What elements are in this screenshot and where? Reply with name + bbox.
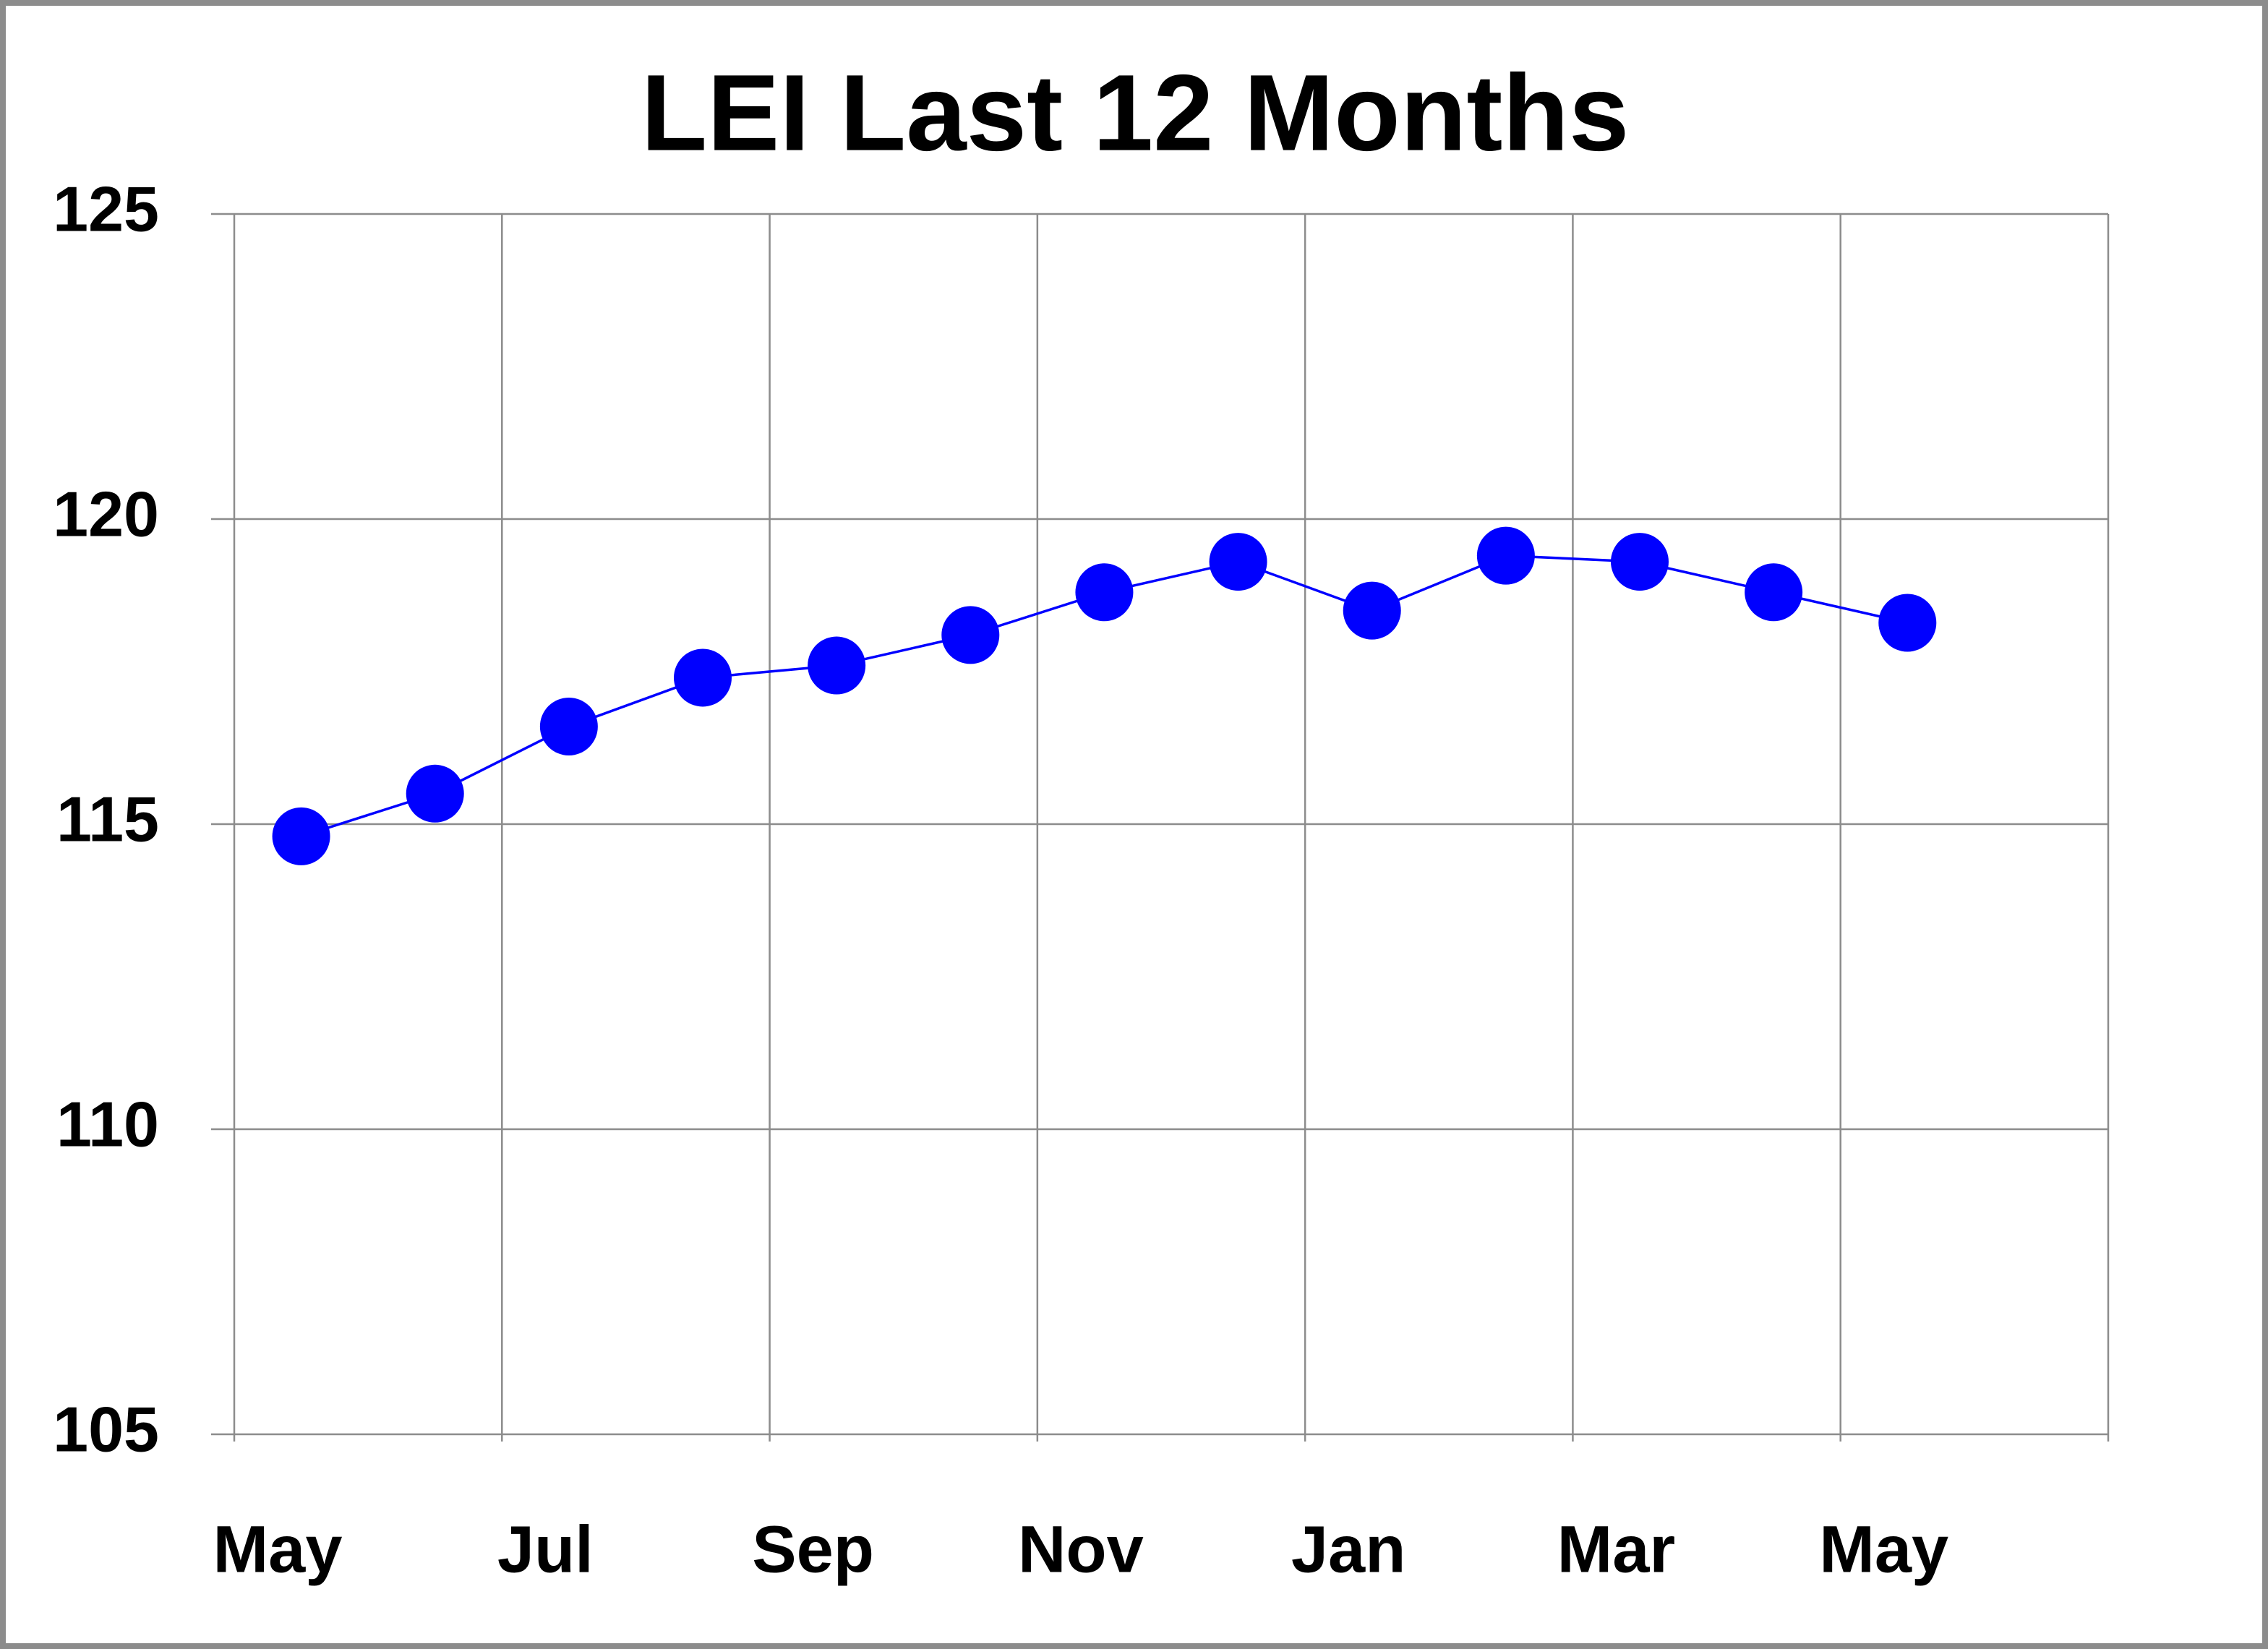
marker [1209, 533, 1267, 591]
x-tick-label: May [213, 1512, 343, 1586]
y-tick-label: 105 [53, 1393, 159, 1465]
marker [1611, 533, 1669, 591]
marker [406, 764, 464, 823]
marker [674, 648, 732, 707]
marker [1075, 563, 1134, 622]
y-tick-label: 120 [53, 478, 159, 549]
marker [941, 606, 1000, 664]
marker [1476, 526, 1535, 585]
marker [808, 636, 866, 695]
x-tick-label: Jan [1291, 1512, 1406, 1586]
marker [1878, 594, 1937, 652]
y-tick-label: 125 [53, 173, 159, 244]
y-tick-label: 110 [56, 1088, 159, 1160]
x-tick-label: Sep [752, 1512, 874, 1586]
x-tick-label: Nov [1018, 1512, 1144, 1586]
chart-title: LEI Last 12 Months [641, 52, 1630, 174]
x-tick-label: May [1819, 1512, 1948, 1586]
marker [1343, 581, 1401, 640]
marker [1745, 563, 1803, 622]
x-tick-label: Jul [497, 1512, 594, 1586]
x-tick-label: Mar [1557, 1512, 1676, 1586]
y-tick-label: 115 [56, 783, 159, 855]
marker [272, 807, 330, 865]
marker [539, 697, 598, 755]
